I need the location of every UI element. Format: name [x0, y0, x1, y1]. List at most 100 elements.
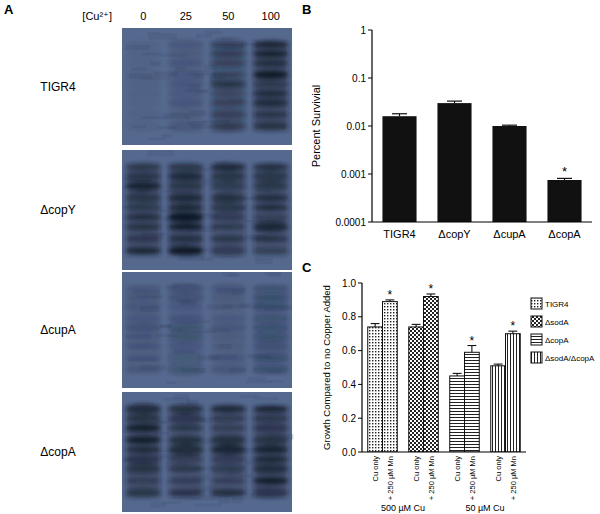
blot-background [122, 150, 292, 270]
blot-noise [179, 255, 204, 261]
x-tick-label: ΔcupA [493, 228, 526, 240]
error-bar [392, 114, 407, 116]
blot-background [122, 392, 292, 512]
concentration: 0 [140, 10, 146, 22]
error-cap [371, 323, 380, 324]
blot-noise [196, 34, 212, 38]
x-tick-label: ΔcopY [438, 228, 471, 240]
blot-noise [166, 382, 176, 384]
bar [409, 327, 424, 452]
panel-letter: B [302, 2, 311, 17]
y-tick-label: 0.0 [342, 447, 356, 458]
x-tick-label: ΔcopA [548, 228, 581, 240]
figure: A[Cu²⁺]02550100TIGR4ΔcopYΔcupAΔcopABTIGR… [0, 0, 600, 514]
blot-smear [254, 164, 288, 255]
x-tick-label: + 250 µM Mn [427, 456, 436, 500]
y-tick-label: 0.2 [342, 413, 356, 424]
x-axis [372, 221, 592, 222]
blot-image [122, 272, 292, 388]
bar [465, 352, 480, 452]
y-tick [358, 418, 362, 419]
y-tick-label: 0.8 [342, 311, 356, 322]
bar [492, 126, 526, 222]
y-tick-label: 0.01 [347, 121, 367, 132]
legend-label: TIGR4 [545, 300, 569, 309]
blot-noise [191, 498, 214, 500]
annotation: * [388, 288, 393, 302]
blot-smear [211, 286, 245, 374]
blot-smear [169, 286, 203, 374]
blot-bands [125, 404, 288, 498]
blot-smear [254, 286, 288, 374]
error-cap [447, 101, 462, 102]
blot-smear [211, 406, 245, 497]
blot-noise [147, 150, 174, 156]
x-tick-label: + 250 µM Mn [509, 456, 518, 500]
blot-noise [232, 498, 243, 503]
blot-smear [169, 42, 203, 131]
blot-bands [125, 39, 288, 131]
blot-noise [255, 258, 273, 264]
blot-image [122, 150, 292, 270]
blot-noise [148, 34, 177, 40]
concentration: 25 [180, 10, 192, 22]
x-tick-label: Cu only [494, 456, 503, 482]
x-tick-label: Cu only [371, 456, 380, 482]
error-bar [494, 364, 503, 366]
bar [382, 116, 416, 222]
blot-image [122, 28, 292, 145]
blot-noise [216, 38, 234, 40]
blot-noise [248, 377, 266, 381]
blot-noise [194, 504, 222, 506]
y-tick-label: 0.6 [342, 345, 356, 356]
blot-smear [126, 164, 160, 255]
blot-noise [147, 32, 159, 34]
strain-label: TIGR4 [40, 80, 76, 94]
blot-smear [126, 406, 160, 497]
y-tick-label: 0.1 [352, 73, 366, 84]
y-tick-label: 0.0001 [335, 217, 366, 228]
x-tick-label: Cu only [412, 456, 421, 482]
blot-noise [269, 273, 281, 278]
blot-image [122, 392, 293, 512]
blot-smear [169, 164, 203, 255]
blot-smear [211, 42, 245, 131]
x-tick-label: TIGR4 [383, 228, 415, 240]
y-tick [368, 78, 372, 79]
group-label: 500 µM Cu [381, 503, 425, 513]
error-bar [502, 125, 517, 127]
blot-smear [211, 164, 245, 255]
blot-noise [150, 502, 165, 508]
blot-noise [201, 258, 213, 261]
plot-marks [368, 294, 521, 452]
blot-noise [205, 31, 221, 34]
blot-noise [222, 272, 236, 276]
y-tick [368, 30, 372, 31]
blot-noise [162, 134, 172, 137]
legend-label: ΔcopA [545, 336, 569, 345]
error-cap [412, 324, 421, 325]
panel-letter: C [302, 260, 312, 275]
error-cap [453, 373, 462, 374]
error-bar [447, 101, 462, 103]
y-tick [368, 222, 372, 223]
blot-noise [174, 394, 189, 399]
bar [437, 103, 471, 222]
legend-swatch [531, 316, 542, 327]
legend-swatch [531, 334, 542, 345]
annotation: * [429, 282, 434, 296]
panel-letter: A [4, 2, 14, 17]
legend-label: ΔsodA [545, 318, 569, 327]
blot-smear [254, 42, 288, 131]
blot-background [122, 272, 292, 388]
y-tick [368, 126, 372, 127]
concentration: 50 [222, 10, 234, 22]
blot-noise [163, 502, 182, 505]
y-tick [358, 283, 362, 284]
x-tick-label: + 250 µM Mn [386, 456, 395, 500]
strain-label: ΔcupA [40, 323, 75, 337]
legend-label: ΔsodA/ΔcopA [545, 354, 595, 363]
error-cap [392, 113, 407, 114]
plot-marks [382, 101, 581, 222]
annotation: * [562, 164, 567, 179]
